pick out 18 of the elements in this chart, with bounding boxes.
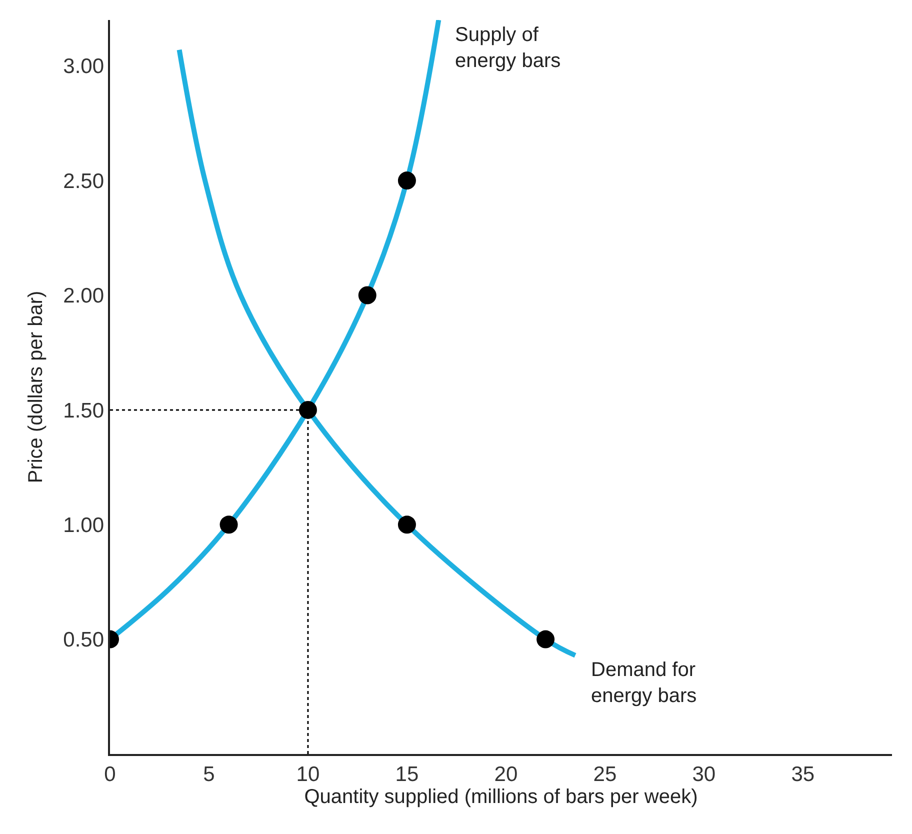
x-tick-label: 5 — [203, 762, 215, 786]
y-tick-label: 1.00 — [63, 514, 104, 537]
y-tick-label: 3.00 — [63, 55, 104, 78]
x-tick-label: 30 — [692, 762, 716, 786]
x-axis-title: Quantity supplied (millions of bars per week) — [304, 786, 698, 808]
y-tick-label: 2.50 — [63, 170, 104, 193]
y-tick-label: 1.50 — [63, 399, 104, 422]
x-tick-label: 15 — [395, 762, 419, 786]
annotation: Demand for energy bars — [591, 659, 697, 707]
x-tick-label: 0 — [104, 762, 116, 786]
y-axis-title: Price (dollars per bar) — [25, 290, 48, 484]
x-tick-label: 35 — [791, 762, 815, 786]
x-tick-label: 20 — [494, 762, 518, 786]
x-tick-label: 25 — [593, 762, 617, 786]
y-tick-label: 2.00 — [63, 284, 104, 308]
y-tick-label: 0.50 — [63, 628, 104, 652]
x-tick-label: 10 — [296, 762, 320, 786]
annotation: Supply of energy bars — [455, 24, 561, 72]
